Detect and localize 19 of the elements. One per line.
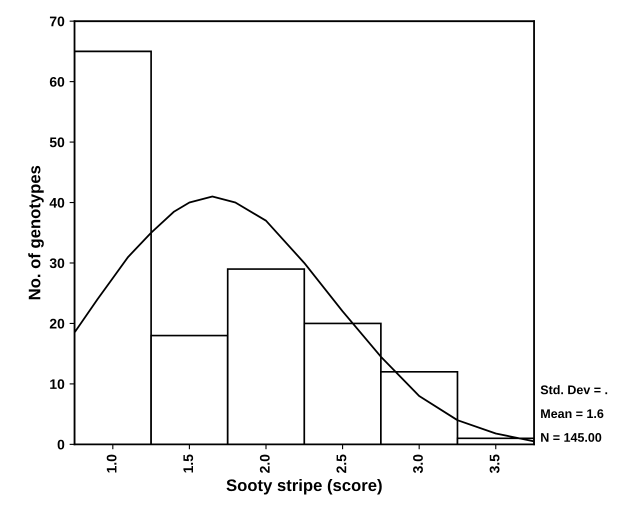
y-tick-label: 0 bbox=[58, 440, 64, 450]
x-tick-label: 1.0 bbox=[106, 454, 117, 473]
x-tick-label: 2.0 bbox=[260, 454, 270, 473]
y-tick-label: 40 bbox=[50, 198, 64, 208]
text: Std. Dev = . bbox=[540, 385, 608, 394]
text: N = 145.00 bbox=[541, 433, 602, 442]
y-axis-title: No. of genotypes bbox=[28, 166, 44, 300]
x-tick-label: 2.5 bbox=[336, 454, 346, 473]
y-tick-label: 20 bbox=[50, 318, 64, 329]
x-axis-title: Sooty stripe (score) bbox=[226, 478, 382, 494]
text: Mean = 1.6 bbox=[541, 409, 604, 418]
y-tick-label: 70 bbox=[50, 16, 64, 26]
y-tick-label: 10 bbox=[50, 379, 64, 390]
x-tick-label: 3.0 bbox=[413, 454, 423, 474]
x-tick-label: 3.5 bbox=[490, 454, 500, 474]
y-tick-label: 60 bbox=[50, 76, 64, 87]
y-tick-label: 50 bbox=[50, 137, 64, 148]
x-tick-label: 1.5 bbox=[183, 454, 194, 473]
y-tick-label: 30 bbox=[50, 258, 64, 268]
